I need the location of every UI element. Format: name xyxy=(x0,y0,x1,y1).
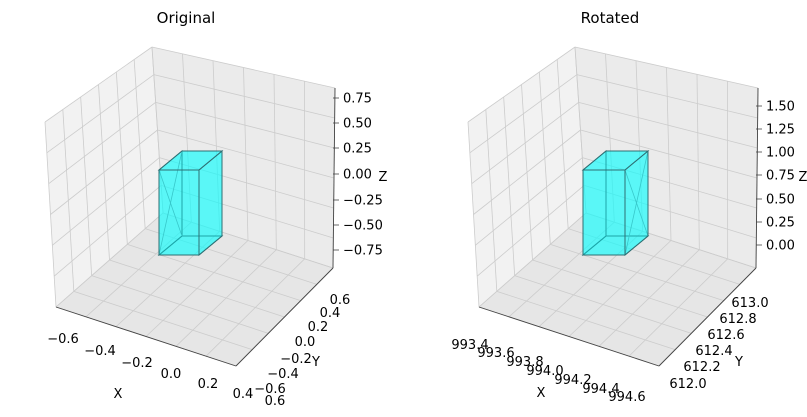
grid-line xyxy=(55,212,164,308)
grid-line xyxy=(151,46,164,214)
grid-line xyxy=(162,212,334,269)
y-tick-label: −0.6 xyxy=(254,382,286,397)
box-front-face xyxy=(582,169,626,256)
z-axis-label: Z xyxy=(379,170,388,185)
x-axis-label: X xyxy=(537,386,546,401)
z-axis-line xyxy=(332,87,336,269)
x-tick-label: 993.4 xyxy=(451,338,488,353)
y-tick-label: 612.6 xyxy=(707,328,744,343)
back-pane xyxy=(152,47,335,268)
y-tick-label: 612.0 xyxy=(669,377,706,392)
y-axis-label: Y xyxy=(734,355,743,370)
subplot-title: Original xyxy=(157,9,216,27)
z-tick-label: −0.75 xyxy=(343,244,383,259)
z-tick-label: 0.50 xyxy=(766,193,795,208)
grid-line xyxy=(476,185,585,277)
x-tick-label: 0.4 xyxy=(233,387,254,402)
subplot-1: Original 0.75 0.50 0.25 0.00 −0.25 −0.50 −0.75 −… xyxy=(44,9,388,409)
y-tick-label: 0.2 xyxy=(308,320,329,335)
z-tick-label: −0.50 xyxy=(343,219,383,234)
grid-line xyxy=(584,184,757,239)
z-tick-label: 0.00 xyxy=(343,168,372,183)
x-axis-label: X xyxy=(114,387,123,402)
grid-line xyxy=(568,228,740,285)
floor-pane xyxy=(56,213,333,366)
grid-line xyxy=(145,228,317,285)
z-tick-label: 0.75 xyxy=(766,169,795,184)
z-tick-label: 1.25 xyxy=(766,123,795,138)
x-tick-label: 994.0 xyxy=(526,364,563,379)
y-tick-label: 0.4 xyxy=(320,306,341,321)
z-tick-label: 0.50 xyxy=(343,117,372,132)
z-tick-label: 0.00 xyxy=(766,239,795,254)
x-tick-label: 993.8 xyxy=(506,355,543,370)
back-pane xyxy=(575,47,758,268)
x-tick-label: 994.2 xyxy=(554,373,591,388)
x-axis-line xyxy=(478,306,660,367)
z-tick-label: 0.25 xyxy=(343,142,372,157)
z-axis-label: Z xyxy=(799,170,807,185)
grid-line xyxy=(478,212,587,308)
x-tick-label: −0.4 xyxy=(84,344,116,359)
x-tick-label: 993.6 xyxy=(477,346,514,361)
y-tick-label: 612.2 xyxy=(683,360,720,375)
x-tick-label: 0.0 xyxy=(161,367,182,382)
y-axis-line xyxy=(235,267,334,367)
x-axis-line xyxy=(55,306,237,367)
floor-pane xyxy=(479,213,756,366)
x-tick-label: 994.4 xyxy=(582,382,619,397)
x-tick-label: 994.6 xyxy=(608,390,645,405)
y-tick-label: 0.0 xyxy=(295,335,316,350)
y-tick-label: −0.2 xyxy=(280,352,312,367)
x-tick-label: −0.2 xyxy=(121,356,153,371)
y-tick-label: 612.8 xyxy=(719,312,756,327)
x-tick-label: −0.6 xyxy=(47,332,79,347)
subplot-title: Rotated xyxy=(581,9,640,27)
y-tick-label: 0.6 xyxy=(330,293,351,308)
x-tick-label: 0.6 xyxy=(265,394,286,409)
grid-line xyxy=(161,184,334,239)
box-edge xyxy=(158,150,183,256)
x-tick-label: 0.2 xyxy=(198,377,219,392)
subplot-2: Rotated 1.50 1.25 1.00 0.75 0.50 0.25 0.00 993.4… xyxy=(451,9,807,405)
y-tick-label: 612.4 xyxy=(695,344,732,359)
grid-line xyxy=(585,212,757,269)
y-axis-label: Y xyxy=(311,355,320,370)
grid-line xyxy=(53,185,162,277)
grid-line xyxy=(574,46,587,214)
box-front-face xyxy=(158,169,200,256)
z-tick-label: 1.50 xyxy=(766,100,795,115)
box-edge xyxy=(624,150,649,256)
z-axis-line xyxy=(755,87,759,269)
z-tick-label: 1.00 xyxy=(766,146,795,161)
z-tick-label: 0.25 xyxy=(766,216,795,231)
y-tick-label: −0.4 xyxy=(267,367,299,382)
z-tick-label: 0.75 xyxy=(343,92,372,107)
z-tick-label: −0.25 xyxy=(343,194,383,209)
y-tick-label: 613.0 xyxy=(731,296,768,311)
y-axis-line xyxy=(658,267,757,367)
